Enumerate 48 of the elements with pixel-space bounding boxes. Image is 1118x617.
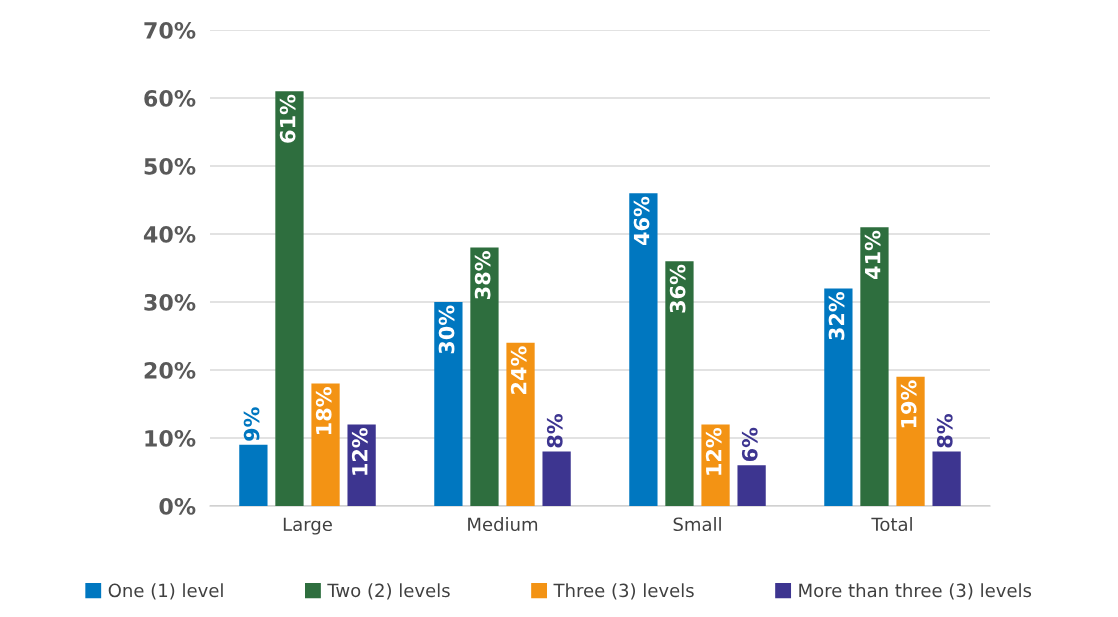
- x-tick-label: Small: [673, 517, 721, 532]
- data-label: 8%: [546, 414, 563, 448]
- y-tick-label: 70%: [144, 21, 196, 39]
- bar: [347, 424, 376, 506]
- data-label: 36%: [669, 264, 686, 313]
- data-label: 32%: [828, 291, 845, 340]
- bar: [896, 376, 925, 506]
- y-tick-label: 20%: [144, 361, 196, 379]
- x-tick-label: Large: [283, 517, 332, 535]
- legend-label: More than three (3) levels: [799, 583, 1032, 600]
- bar: [824, 288, 853, 506]
- bar: [239, 444, 268, 506]
- bar: [932, 451, 961, 506]
- data-label: 46%: [633, 196, 650, 245]
- bar: [311, 383, 340, 506]
- bar: [434, 302, 463, 506]
- data-label: 61%: [279, 94, 296, 143]
- data-label: 19%: [900, 380, 917, 428]
- x-tick-label: Total: [871, 517, 912, 532]
- bar: [665, 261, 694, 506]
- y-tick-label: 40%: [143, 225, 196, 243]
- data-label: 30%: [438, 305, 455, 354]
- data-label: 18%: [315, 387, 332, 434]
- y-tick-label: 10%: [145, 429, 196, 447]
- bar: [860, 227, 889, 506]
- bar: [470, 247, 499, 506]
- data-label: 6%: [741, 427, 758, 462]
- data-label: 9%: [243, 407, 260, 441]
- data-label: 12%: [705, 427, 722, 475]
- data-label: 41%: [864, 230, 881, 279]
- data-label: 24%: [510, 346, 527, 394]
- bar: [701, 424, 730, 506]
- y-tick-label: 0%: [159, 497, 196, 515]
- bar: [542, 451, 571, 506]
- x-tick-label: Medium: [468, 517, 538, 532]
- legend-label: Two (2) levels: [327, 583, 450, 600]
- data-label: 8%: [936, 414, 953, 448]
- bar: [629, 193, 658, 506]
- y-tick-label: 60%: [144, 89, 196, 107]
- bar: [275, 91, 304, 506]
- data-label: 12%: [351, 427, 368, 475]
- legend-label: One (1) level: [108, 583, 223, 600]
- data-label: 38%: [474, 251, 491, 299]
- y-tick-label: 50%: [144, 157, 196, 175]
- legend-label: Three (3) levels: [553, 583, 694, 600]
- bar: [506, 342, 535, 506]
- bar: [737, 465, 766, 506]
- y-tick-label: 30%: [144, 293, 196, 311]
